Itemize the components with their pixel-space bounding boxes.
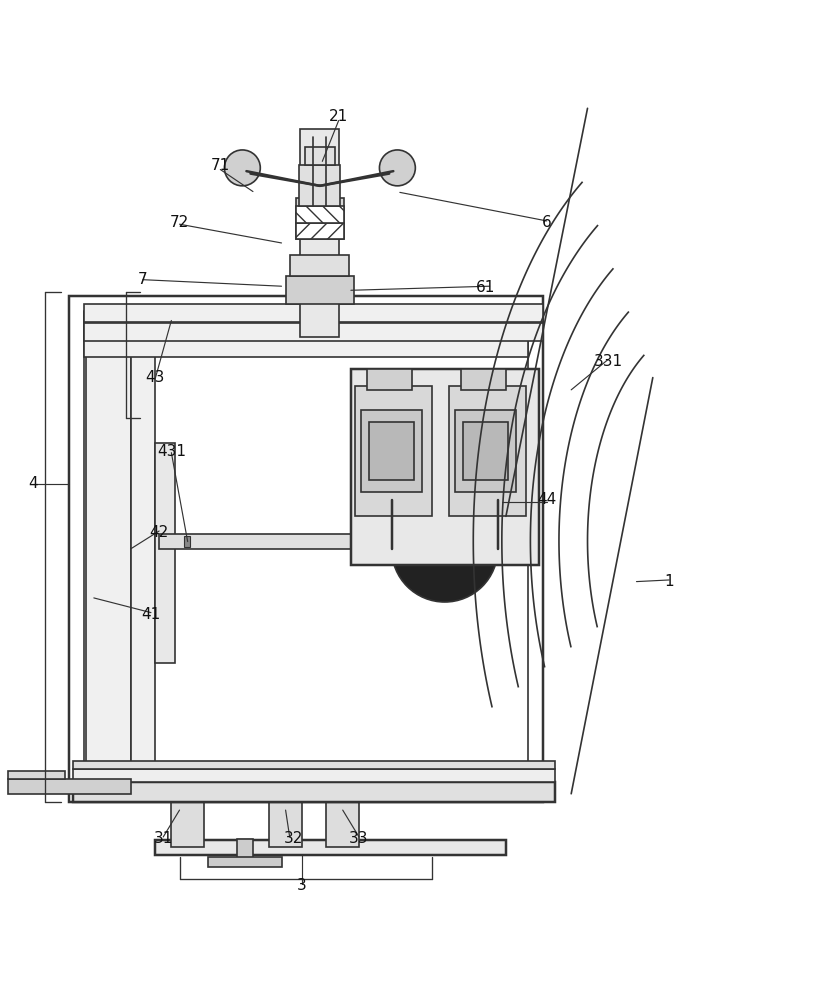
Bar: [73, 782, 555, 802]
Bar: [506, 536, 512, 547]
Bar: [73, 769, 555, 782]
Text: 331: 331: [593, 354, 623, 369]
Text: 21: 21: [329, 109, 348, 124]
Bar: [159, 534, 530, 549]
Text: 41: 41: [141, 607, 161, 622]
Bar: [184, 536, 190, 547]
Text: 61: 61: [476, 280, 495, 295]
Bar: [305, 147, 335, 165]
Bar: [155, 840, 506, 855]
Bar: [155, 443, 175, 663]
Text: 3: 3: [297, 878, 307, 893]
Bar: [8, 779, 131, 794]
Bar: [449, 386, 526, 516]
Circle shape: [379, 150, 415, 186]
Text: 31: 31: [153, 831, 173, 846]
Bar: [455, 410, 516, 492]
Bar: [69, 296, 543, 802]
Bar: [355, 386, 432, 516]
Wedge shape: [392, 549, 498, 602]
Bar: [84, 304, 543, 322]
Text: 43: 43: [145, 370, 165, 385]
Circle shape: [224, 150, 260, 186]
Bar: [463, 422, 508, 480]
Bar: [171, 794, 204, 847]
Bar: [361, 410, 422, 492]
Bar: [131, 311, 155, 794]
Text: 4: 4: [28, 476, 38, 491]
Bar: [84, 323, 543, 341]
Bar: [296, 198, 344, 239]
Text: 44: 44: [537, 492, 557, 508]
Text: 6: 6: [542, 215, 552, 230]
Text: 33: 33: [349, 831, 369, 846]
Bar: [8, 771, 65, 779]
Bar: [237, 839, 253, 863]
Bar: [296, 223, 344, 239]
Bar: [86, 311, 131, 794]
Text: 42: 42: [149, 525, 169, 540]
Bar: [290, 255, 349, 276]
Bar: [326, 794, 359, 847]
Bar: [367, 369, 412, 390]
Bar: [208, 857, 282, 867]
Bar: [84, 312, 528, 357]
Text: 1: 1: [664, 574, 674, 589]
Bar: [73, 761, 555, 769]
Bar: [296, 206, 344, 223]
Text: 7: 7: [138, 272, 148, 287]
Text: 431: 431: [157, 444, 186, 459]
Bar: [84, 311, 528, 787]
Text: 72: 72: [170, 215, 189, 230]
Bar: [299, 165, 340, 206]
Bar: [269, 794, 302, 847]
Bar: [286, 276, 354, 304]
Bar: [351, 369, 539, 565]
Bar: [300, 129, 339, 337]
Text: 71: 71: [211, 158, 230, 173]
Text: 32: 32: [284, 831, 304, 846]
Bar: [461, 369, 506, 390]
Bar: [369, 422, 414, 480]
